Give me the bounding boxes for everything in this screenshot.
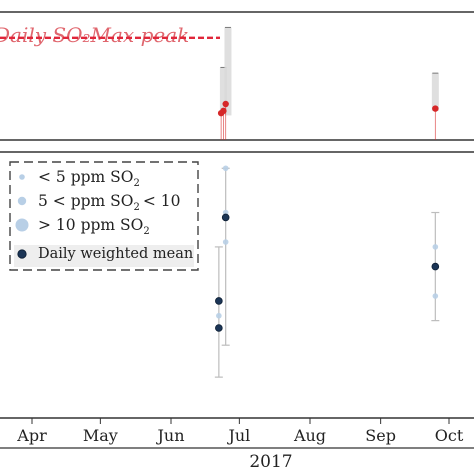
daily-mean-point	[215, 324, 223, 332]
range-bar	[431, 73, 439, 111]
legend-mean-band	[14, 245, 194, 267]
legend-marker-large	[15, 218, 29, 232]
individual-point	[216, 312, 222, 319]
legend-marker-mean	[17, 249, 27, 259]
daily-mean-point	[221, 213, 230, 222]
x-tick-label: May	[83, 426, 118, 445]
year-label: 2017	[249, 452, 292, 472]
daily-mean-point	[431, 262, 440, 271]
x-tick-label: Sep	[365, 426, 396, 445]
individual-point	[222, 239, 229, 245]
x-axis: Apr May Jun Jul Aug Sep Oct 2017	[0, 418, 474, 472]
individual-point	[432, 293, 439, 299]
legend-label: 5 < ppm SO2 < 10	[38, 192, 181, 213]
peak-point	[220, 107, 227, 115]
x-tick-label: Apr	[16, 426, 47, 445]
x-tick-label: Jun	[155, 426, 184, 445]
peak-point	[432, 105, 439, 112]
peak-point	[222, 100, 229, 108]
x-tick-label: Aug	[293, 426, 326, 445]
bottom-panel	[0, 151, 474, 419]
x-tick-label: Oct	[435, 426, 464, 445]
top-panel: Daily SO₂Max peak	[0, 11, 474, 141]
x-tick-label: Jul	[226, 426, 250, 445]
legend-marker-medium	[17, 196, 27, 206]
top-panel-title: Daily SO₂Max peak	[0, 23, 189, 47]
legend-label: < 5 ppm SO2	[38, 168, 140, 189]
legend: < 5 ppm SO2 5 < ppm SO2 < 10 > 10 ppm SO2 Da…	[9, 161, 199, 271]
range-bar	[224, 27, 232, 116]
individual-point	[222, 165, 229, 172]
daily-mean-point	[215, 297, 223, 305]
legend-label: > 10 ppm SO2	[38, 216, 150, 237]
individual-point	[432, 244, 439, 250]
legend-label: Daily weighted mean	[38, 246, 193, 262]
legend-marker-small	[19, 174, 25, 180]
range-bar	[219, 67, 227, 114]
